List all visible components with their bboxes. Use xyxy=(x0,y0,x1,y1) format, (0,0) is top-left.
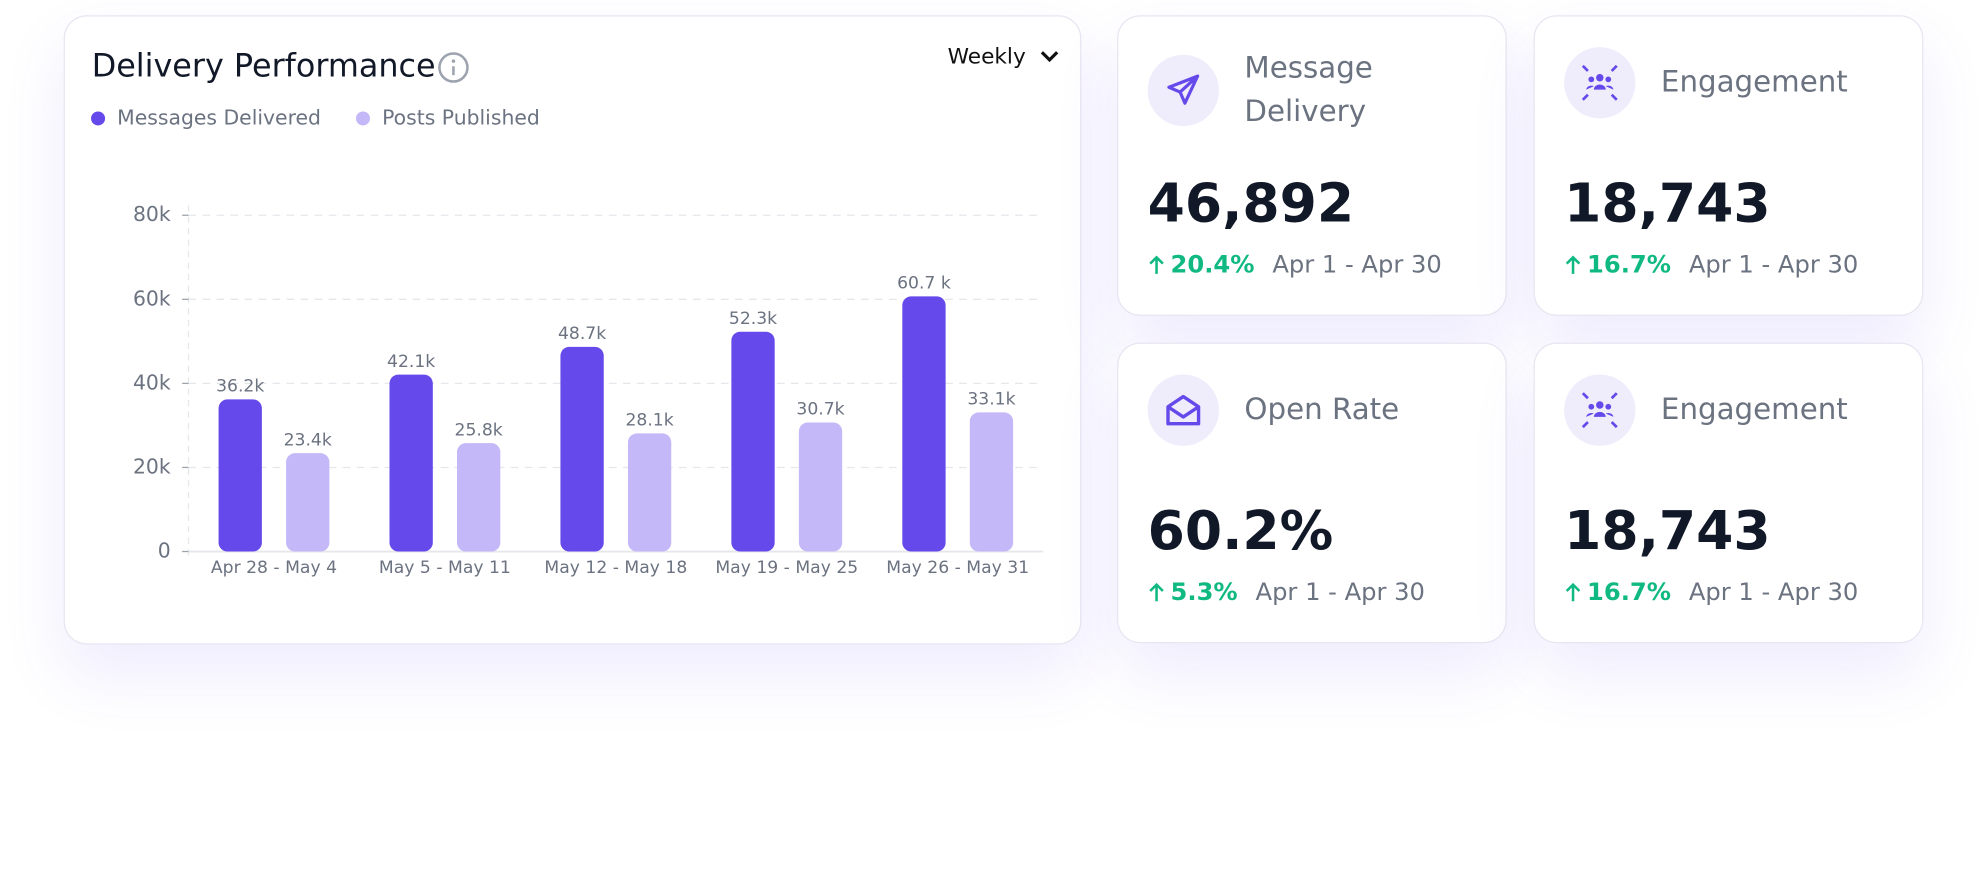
y-tick-label: 40k xyxy=(133,370,171,394)
x-tick-label: May 5 - May 11 xyxy=(379,558,511,578)
value-label: 36.2k xyxy=(216,377,264,397)
stat-card: Open Rate 60.2% 5.3% Apr 1 - Apr 30 xyxy=(1117,342,1507,644)
value-label: 42.1k xyxy=(387,352,435,372)
card-title: Open Rate xyxy=(1244,393,1400,427)
legend-label: Messages Delivered xyxy=(117,105,321,129)
y-tick-label: 60k xyxy=(133,286,171,310)
icon xyxy=(1564,374,1636,446)
stat-card: Engagement 18,743 16.7% Apr 1 - Apr 30 xyxy=(1533,15,1924,316)
icon xyxy=(1147,54,1219,127)
legend-dot xyxy=(355,111,371,126)
value-label: 33.1k xyxy=(967,390,1015,410)
y-tick-label: 80k xyxy=(133,202,171,226)
card-value: 18,743 xyxy=(1564,499,1771,562)
bar xyxy=(731,331,775,552)
chart: Delivery Performance Weekly Messages Del… xyxy=(91,44,1059,578)
card-period: Apr 1 - Apr 30 xyxy=(1688,578,1859,607)
card-value: 46,892 xyxy=(1147,171,1355,235)
value-label: 25.8k xyxy=(455,420,503,440)
stat-card: Engagement 18,743 16.7% Apr 1 - Apr 30 xyxy=(1533,342,1924,644)
card-period: Apr 1 - Apr 30 xyxy=(1255,578,1425,607)
legend-dot xyxy=(91,111,106,126)
y-tick-label: 20k xyxy=(133,454,171,478)
value-label: 60.7 k xyxy=(897,274,951,294)
card-change: 20.4% xyxy=(1170,250,1255,279)
legend-label: Posts Published xyxy=(382,105,540,129)
card-period: Apr 1 - Apr 30 xyxy=(1272,250,1442,279)
chart-title: Delivery Performance xyxy=(92,47,436,85)
info-icon[interactable] xyxy=(438,52,469,83)
x-tick-label: Apr 28 - May 4 xyxy=(211,558,337,578)
bar xyxy=(457,443,501,552)
icon xyxy=(1564,47,1636,119)
chart-card: Delivery Performance Weekly Messages Del… xyxy=(63,15,1082,645)
value-label: 23.4k xyxy=(284,430,332,450)
bar xyxy=(218,399,262,552)
value-label: 30.7k xyxy=(796,400,844,420)
bar xyxy=(798,422,843,552)
stat-card: Message Delivery 46,892 20.4% Apr 1 - Apr… xyxy=(1117,15,1507,316)
card-value: 18,743 xyxy=(1564,171,1771,235)
value-label: 48.7k xyxy=(558,324,606,344)
period-select[interactable]: Weekly xyxy=(948,44,1026,69)
card-period: Apr 1 - Apr 30 xyxy=(1688,250,1859,279)
bar xyxy=(902,296,946,552)
bar xyxy=(969,412,1014,552)
value-label: 28.1k xyxy=(625,411,673,431)
card-change: 16.7% xyxy=(1587,250,1672,279)
value-label: 52.3k xyxy=(729,309,777,329)
x-tick-label: May 19 - May 25 xyxy=(715,558,858,578)
card-change: 5.3% xyxy=(1170,578,1238,607)
card-title: Engagement xyxy=(1660,393,1848,427)
icon xyxy=(1147,374,1219,446)
y-tick-label: 0 xyxy=(158,539,171,563)
x-tick-label: May 12 - May 18 xyxy=(544,558,687,578)
card-value: 60.2% xyxy=(1147,499,1334,562)
bar xyxy=(389,374,433,552)
x-tick-label: May 26 - May 31 xyxy=(886,558,1029,578)
bar xyxy=(286,453,330,552)
card-title: Engagement xyxy=(1660,66,1848,100)
card-title: Message Delivery xyxy=(1244,52,1373,129)
bar xyxy=(560,346,604,552)
chevron[interactable] xyxy=(1040,51,1059,63)
card-change: 16.7% xyxy=(1587,578,1672,607)
bar xyxy=(627,433,672,552)
